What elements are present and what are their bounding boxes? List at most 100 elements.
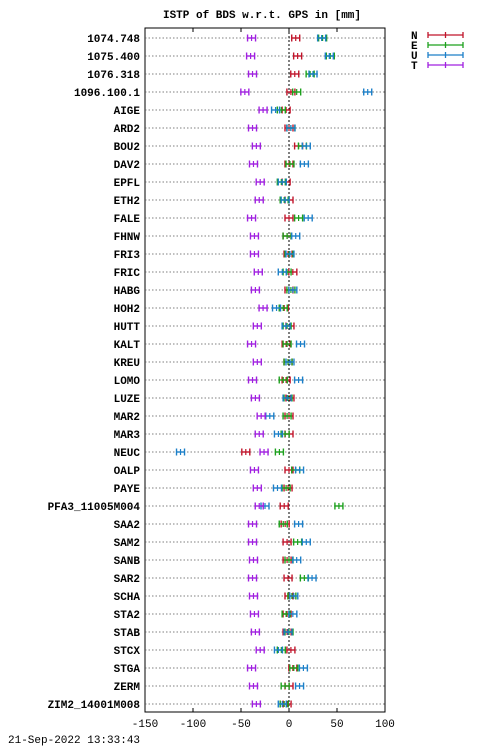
- point-e: [278, 520, 288, 528]
- legend-item-e: E: [411, 41, 464, 53]
- point-t: [254, 196, 264, 204]
- point-t: [249, 466, 260, 474]
- point-t: [254, 430, 264, 438]
- point-u: [288, 610, 298, 618]
- station-label: LOMO: [114, 376, 141, 388]
- point-e: [291, 88, 302, 96]
- point-u: [301, 142, 311, 150]
- station-label: FRI3: [114, 250, 141, 262]
- point-t: [259, 448, 269, 456]
- point-u: [277, 700, 287, 708]
- point-t: [248, 556, 259, 564]
- station-label: KALT: [114, 340, 141, 352]
- point-n: [286, 646, 296, 654]
- point-u: [324, 52, 335, 60]
- station-label: STGA: [114, 664, 141, 676]
- point-e: [285, 160, 295, 168]
- point-t: [247, 70, 258, 78]
- station-label: PFA3_11005M004: [48, 502, 141, 514]
- point-e: [282, 412, 292, 420]
- station-label: AIGE: [114, 106, 141, 118]
- point-u: [291, 556, 302, 564]
- point-u: [291, 232, 301, 240]
- point-u: [289, 592, 299, 600]
- legend-item-n: N: [411, 31, 464, 43]
- station-label: STCX: [114, 646, 141, 658]
- station-label: BOU2: [114, 142, 140, 154]
- point-u: [363, 88, 373, 96]
- point-u: [282, 394, 292, 402]
- point-t: [247, 124, 258, 132]
- point-t: [251, 700, 262, 708]
- point-t: [247, 574, 258, 582]
- point-u: [175, 448, 186, 456]
- point-u: [288, 286, 298, 294]
- point-u: [294, 466, 305, 474]
- station-label: LUZE: [114, 394, 141, 406]
- point-t: [258, 106, 268, 114]
- point-t: [247, 538, 258, 546]
- station-label: 1096.100.1: [74, 88, 140, 100]
- point-u: [283, 628, 293, 636]
- data-marks: [175, 34, 373, 708]
- station-label: SAA2: [114, 520, 140, 532]
- point-u: [303, 214, 313, 222]
- station-label: SCHA: [114, 592, 141, 604]
- point-u: [270, 106, 281, 114]
- point-e: [289, 664, 299, 672]
- point-n: [283, 574, 293, 582]
- legend-label: N: [411, 31, 418, 43]
- point-t: [246, 34, 257, 42]
- legend-label: T: [411, 61, 418, 73]
- point-t: [258, 304, 268, 312]
- station-labels: 1074.748 1075.400 1076.318 1096.100.1 AIGE AR…: [48, 34, 141, 712]
- point-u: [277, 268, 287, 276]
- point-t: [250, 628, 261, 636]
- timestamp: 21-Sep-2022 13:33:43: [8, 735, 140, 746]
- point-t: [255, 646, 265, 654]
- station-label: SAR2: [114, 574, 140, 586]
- point-t: [256, 412, 266, 420]
- point-u: [293, 376, 304, 384]
- point-t: [250, 394, 261, 402]
- point-u: [285, 250, 295, 258]
- station-label: KREU: [114, 358, 140, 370]
- point-u: [277, 178, 287, 186]
- point-t: [248, 160, 259, 168]
- station-label: 1075.400: [87, 52, 140, 64]
- point-t: [249, 232, 260, 240]
- point-t: [247, 376, 258, 384]
- point-n: [241, 448, 251, 456]
- plot-frame: [144, 27, 386, 713]
- station-label: 1076.318: [87, 70, 140, 82]
- station-label: PAYE: [114, 484, 141, 496]
- point-t: [245, 52, 256, 60]
- station-label: HABG: [114, 286, 141, 298]
- point-t: [246, 214, 257, 222]
- point-u: [299, 160, 310, 168]
- point-u: [273, 646, 284, 654]
- point-e: [334, 502, 344, 510]
- point-t: [252, 358, 263, 366]
- grid-lines: [145, 37, 385, 705]
- point-t: [252, 484, 263, 492]
- point-u: [280, 196, 290, 204]
- point-t: [254, 502, 264, 510]
- station-label: MAR2: [114, 412, 140, 424]
- point-e: [282, 232, 292, 240]
- station-label: ETH2: [114, 196, 140, 208]
- point-u: [271, 304, 282, 312]
- station-label: ARD2: [114, 124, 140, 136]
- point-e: [292, 538, 303, 546]
- legend-item-t: T: [411, 61, 464, 73]
- station-label: HUTT: [114, 322, 141, 334]
- legend-label: U: [411, 51, 418, 63]
- point-e: [274, 448, 285, 456]
- point-e: [299, 574, 310, 582]
- station-label: ZIM2_14001M008: [48, 700, 141, 712]
- station-label: SANB: [114, 556, 141, 568]
- x-tick-label: 100: [375, 719, 395, 731]
- point-t: [247, 520, 258, 528]
- legend-label: E: [411, 41, 418, 53]
